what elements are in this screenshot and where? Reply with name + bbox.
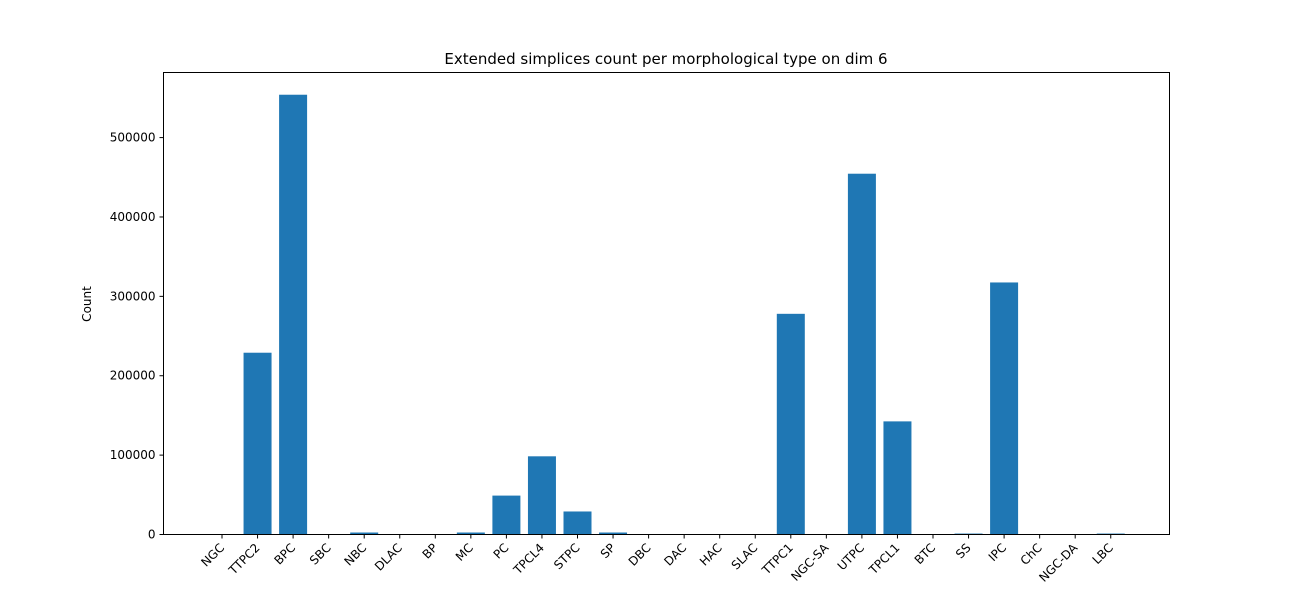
bar-utpc (847, 173, 876, 535)
chart-title: Extended simplices count per morphologic… (444, 50, 887, 68)
x-tick-label: SS (953, 541, 974, 562)
x-tick-label: NGC-DA (1036, 540, 1081, 585)
x-tick-label: IPC (986, 541, 1009, 564)
x-tick-label: SP (598, 541, 618, 561)
bars-group (243, 94, 1125, 535)
x-tick-label: ChC (1018, 541, 1045, 568)
bar-stpc (563, 511, 592, 535)
x-tick-label: TPCL1 (866, 541, 903, 578)
x-tick-label: TTPC2 (225, 541, 262, 578)
y-tick-label: 300000 (110, 289, 156, 303)
y-tick-label: 500000 (110, 131, 156, 145)
bar-sp (599, 532, 628, 535)
x-tick-label: NBC (341, 541, 369, 569)
x-tick-label: HAC (697, 541, 725, 569)
bar-pc (492, 495, 521, 535)
x-tick-label: SLAC (729, 541, 761, 573)
bar-nbc (350, 532, 379, 535)
x-tick-label: DLAC (372, 541, 405, 574)
x-tick-label: PC (491, 541, 512, 562)
x-tick-label: STPC (551, 541, 583, 573)
x-tick-label: BTC (912, 541, 938, 567)
y-tick-label: 100000 (110, 448, 156, 462)
x-tick-label: BP (420, 541, 441, 562)
x-tick-label: UTPC (835, 541, 867, 573)
y-tick-label: 200000 (110, 369, 156, 383)
bar-ttpc1 (776, 313, 805, 535)
x-tick-label: BPC (271, 541, 298, 568)
bar-bpc (279, 94, 308, 535)
x-tick-label: SBC (307, 541, 334, 568)
bar-tpcl4 (527, 456, 556, 535)
x-tick-label: TPCL4 (510, 541, 547, 578)
plot-frame (163, 72, 1170, 535)
bar-tpcl1 (883, 421, 912, 535)
bar-mc (456, 532, 485, 535)
y-tick-label: 0 (148, 528, 156, 542)
x-tick-label: DBC (626, 541, 654, 569)
y-tick-label: 400000 (110, 210, 156, 224)
y-ticks-group: 0 100000 200000 300000 400000 500000 (110, 131, 164, 542)
x-tick-label: LBC (1090, 541, 1116, 567)
x-tick-label: NGC (198, 541, 227, 570)
x-tick-label: MC (453, 541, 476, 564)
bar-ttpc2 (243, 352, 272, 535)
x-tick-label: NGC-SA (788, 540, 832, 584)
x-tick-label: DAC (661, 541, 689, 569)
bar-ipc (990, 282, 1019, 535)
y-axis-label: Count (80, 286, 94, 322)
